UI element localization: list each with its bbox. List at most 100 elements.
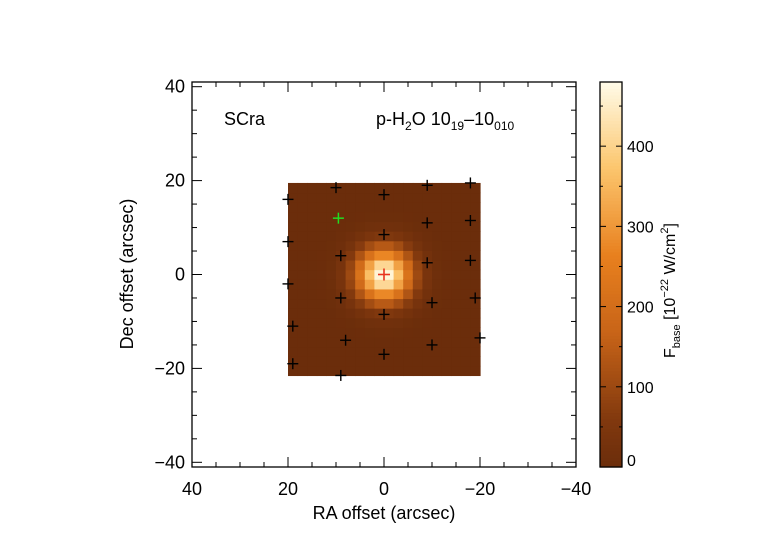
heatmap-cell: [336, 317, 347, 328]
heatmap-cell: [432, 327, 443, 338]
heatmap-cell: [355, 250, 366, 261]
colorbar-segment: [600, 441, 622, 446]
heatmap-cell: [316, 365, 327, 377]
heatmap-cell: [288, 221, 299, 232]
heatmap-cell: [307, 231, 318, 242]
heatmap-cell: [403, 192, 414, 203]
heatmap-cell: [364, 269, 375, 280]
heatmap-cell: [307, 308, 318, 319]
colorbar-segment: [600, 367, 622, 372]
colorbar-segment: [600, 136, 622, 141]
colorbar-segment: [600, 181, 622, 186]
colorbar-segment: [600, 322, 622, 327]
colorbar-segment: [600, 248, 622, 253]
colorbar-segment: [600, 229, 622, 234]
colorbar-tick-label: 0: [627, 453, 636, 470]
heatmap-cell: [288, 202, 299, 213]
y-tick-label: 40: [165, 77, 185, 97]
x-tick-label: 40: [182, 479, 202, 499]
colorbar-segment: [600, 345, 622, 349]
heatmap-cell: [345, 182, 356, 194]
heatmap-cell: [432, 288, 443, 300]
heatmap-cell: [384, 356, 395, 367]
colorbar-segment: [600, 207, 622, 211]
heatmap-cell: [364, 250, 375, 261]
heatmap-cell: [326, 250, 337, 261]
spaxel-markers: [282, 177, 486, 381]
heatmap-cell: [384, 288, 395, 300]
spaxel-marker: [335, 292, 347, 304]
heatmap-cell: [412, 211, 423, 223]
heatmap-cell: [470, 240, 481, 251]
heatmap-cell: [470, 365, 481, 377]
heatmap-cell: [345, 288, 356, 300]
heatmap-cell: [374, 279, 385, 290]
heatmap-cell: [451, 346, 462, 357]
heatmap-cell: [307, 202, 318, 213]
spaxel-marker: [378, 189, 390, 201]
heatmap-cell: [297, 298, 308, 309]
heatmap-cell: [374, 202, 385, 213]
heatmap-cell: [316, 202, 327, 213]
heatmap-cell: [403, 327, 414, 338]
heatmap-cell: [374, 259, 385, 271]
heatmap-cell: [364, 356, 375, 367]
heatmap-cell: [307, 259, 318, 271]
heatmap-cell: [441, 231, 452, 242]
heatmap-cell: [345, 365, 356, 377]
heatmap-cell: [307, 317, 318, 328]
heatmap-cell: [355, 317, 366, 328]
heatmap-cell: [432, 250, 443, 261]
heatmap-cell: [403, 365, 414, 377]
heatmap-cell: [403, 317, 414, 328]
heatmap-cell: [307, 269, 318, 280]
colorbar-segment: [600, 309, 622, 314]
heatmap-cell: [441, 221, 452, 232]
heatmap-cell: [336, 346, 347, 357]
heatmap-cell: [316, 182, 327, 194]
heatmap-cell: [470, 192, 481, 203]
heatmap-cell: [422, 356, 433, 367]
colorbar-segment: [600, 268, 622, 272]
heatmap-cell: [393, 250, 404, 261]
heatmap-cell: [384, 336, 395, 348]
heatmap-cell: [460, 279, 471, 290]
colorbar-segment: [600, 175, 622, 179]
heatmap-cell: [307, 356, 318, 367]
spaxel-marker: [421, 217, 433, 229]
spaxel-marker: [426, 339, 438, 351]
heatmap-cell: [422, 250, 433, 261]
heatmap-cell: [393, 279, 404, 290]
spaxel-marker: [469, 292, 481, 304]
colorbar-segment: [600, 348, 622, 353]
colorbar-frame: [599, 81, 623, 468]
colorbar: [600, 82, 622, 468]
x-tick-label: 0: [379, 479, 389, 499]
colorbar-segment: [600, 200, 622, 205]
heatmap-cell: [451, 250, 462, 261]
heatmap-cell: [288, 231, 299, 242]
heatmap-cell: [460, 259, 471, 271]
colorbar-segment: [600, 364, 622, 369]
heatmap-cell: [345, 259, 356, 271]
heatmap-cell: [422, 269, 433, 280]
heatmap-cell: [288, 250, 299, 261]
x-tick-label: −40: [561, 479, 592, 499]
heatmap-cell: [451, 259, 462, 271]
colorbar-ticks: 0 100 200 300 400: [600, 105, 654, 470]
heatmap-cell: [297, 317, 308, 328]
heatmap-cell: [412, 231, 423, 242]
colorbar-segment: [600, 149, 622, 154]
heatmap-cell: [422, 327, 433, 338]
heatmap-cell: [384, 365, 395, 377]
heatmap-cell: [460, 327, 471, 338]
colorbar-segment: [600, 274, 622, 279]
heatmap-cell: [422, 336, 433, 348]
heatmap-cell: [374, 240, 385, 251]
heatmap-cell: [355, 192, 366, 203]
heatmap-cell: [412, 279, 423, 290]
heatmap-cell: [412, 221, 423, 232]
heatmap-cell: [307, 279, 318, 290]
heatmap-cell: [412, 259, 423, 271]
colorbar-segment: [600, 434, 622, 439]
